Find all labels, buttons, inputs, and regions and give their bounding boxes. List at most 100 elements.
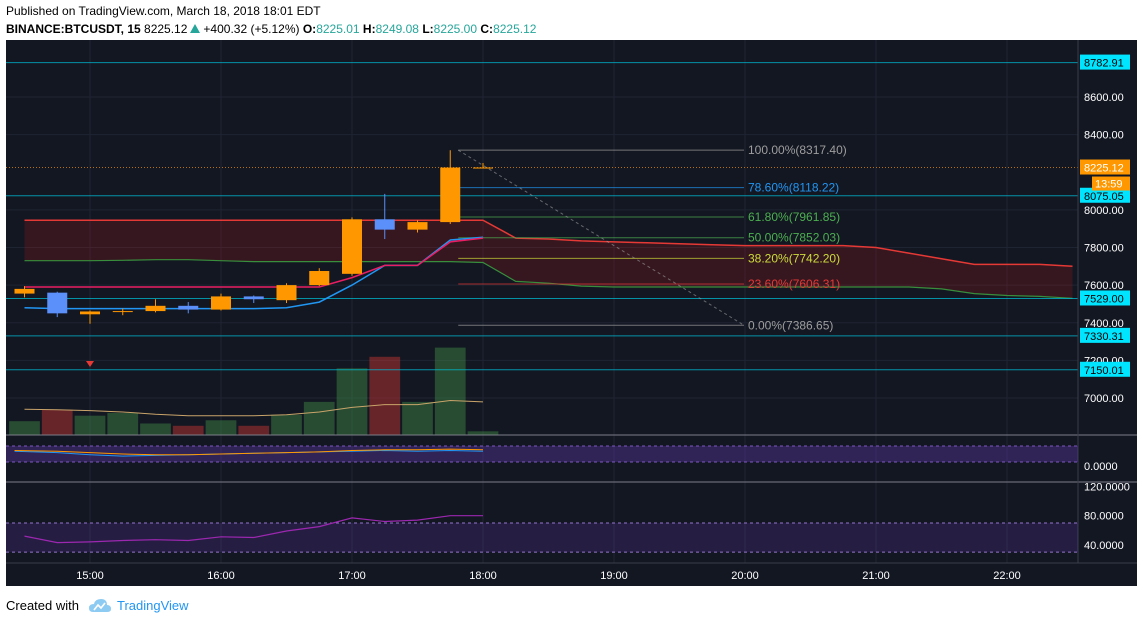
level-tag-label: 7529.00 <box>1084 293 1124 305</box>
open-value: 8225.01 <box>316 22 360 36</box>
high-label: H: <box>362 22 376 36</box>
low-label: L: <box>422 22 434 36</box>
up-arrow-icon <box>190 24 201 33</box>
candle-body <box>473 167 493 169</box>
fib-level-label: 50.00%(7852.03) <box>748 231 840 245</box>
oscillator-band <box>6 446 1078 462</box>
fib-level-label: 78.60%(8118.22) <box>748 181 839 195</box>
fib-trend-line <box>457 149 745 326</box>
volume-bar <box>402 401 433 435</box>
close-value: 8225.12 <box>493 22 537 36</box>
volume-bar <box>74 415 106 435</box>
level-tag <box>1080 54 1130 70</box>
time-tick-label: 22:00 <box>993 570 1021 582</box>
candle-body <box>178 305 199 310</box>
volume-bar <box>238 425 270 435</box>
created-with-label: Created with <box>6 598 79 613</box>
candle-body <box>80 311 100 315</box>
rsi-tick-label: 40.0000 <box>1084 540 1124 552</box>
countdown-label: 13:59 <box>1095 179 1123 191</box>
candle-body <box>342 219 362 274</box>
published-note: Published on TradingView.com, March 18, … <box>6 4 321 18</box>
volume-bar <box>172 425 204 435</box>
footer: Created with TradingView <box>6 598 189 613</box>
close-label: C: <box>480 22 494 36</box>
candle-body <box>211 296 231 310</box>
time-tick-label: 18:00 <box>469 570 497 582</box>
last-price: 8225.12 <box>144 22 188 36</box>
price-tag <box>1080 159 1130 175</box>
time-tick-label: 20:00 <box>731 570 759 582</box>
ichimoku-span-a <box>24 259 1073 299</box>
oscillator-tick-label: 0.0000 <box>1084 461 1118 473</box>
fib-level-label: 23.60%(7606.31) <box>748 277 840 291</box>
price-tick-label: 8600.00 <box>1084 92 1124 104</box>
time-tick-label: 21:00 <box>862 570 890 582</box>
volume-bar <box>271 414 302 435</box>
ichimoku-span-b <box>24 219 1073 268</box>
time-tick-label: 15:00 <box>76 570 104 582</box>
price-tick-label: 7000.00 <box>1084 393 1124 405</box>
price-tick-label: 7800.00 <box>1084 243 1124 255</box>
candle-body <box>14 288 35 294</box>
price-tick-label: 8000.00 <box>1084 205 1124 217</box>
candle-body <box>47 292 68 314</box>
price-tag-label: 8225.12 <box>1084 163 1124 175</box>
high-value: 8249.08 <box>375 22 419 36</box>
volume-ma-line <box>24 399 484 417</box>
candle-body <box>374 219 395 230</box>
candle-body <box>145 305 166 312</box>
volume-bar <box>467 431 499 435</box>
level-tag <box>1080 361 1130 377</box>
volume-bar <box>205 420 237 435</box>
low-value: 8225.00 <box>433 22 478 36</box>
volume-bar <box>303 401 335 435</box>
fib-level-label: 100.00%(8317.40) <box>748 143 847 157</box>
volume-bar <box>336 368 368 435</box>
price-chart[interactable]: 100.00%(8317.40) 78.60%(8118.22) 61.80%(79… <box>6 40 1137 586</box>
fib-level-label: 61.80%(7961.85) <box>748 210 840 224</box>
rsi-tick-label: 120.0000 <box>1084 482 1130 494</box>
fib-level-label: 0.00%(7386.65) <box>748 318 833 332</box>
oscillator-line <box>14 448 484 456</box>
candle-body <box>276 285 297 301</box>
candle-body <box>440 167 461 223</box>
level-tag-label: 7330.31 <box>1084 331 1124 343</box>
open-label: O: <box>302 22 317 36</box>
level-tag <box>1080 187 1130 203</box>
rsi-tick-label: 80.0000 <box>1084 511 1124 523</box>
ichimoku-cloud <box>24 220 1073 299</box>
price-tick-label: 8400.00 <box>1084 130 1124 142</box>
price-tick-label: 7600.00 <box>1084 280 1124 292</box>
candle-body <box>309 271 330 286</box>
fib-level-label: 38.20%(7742.20) <box>748 251 840 265</box>
volume-bar <box>9 421 40 435</box>
volume-bar <box>41 409 73 435</box>
candle-body <box>407 222 428 230</box>
tradingview-link[interactable]: TradingView <box>116 598 189 613</box>
time-tick-label: 16:00 <box>207 570 235 582</box>
price-change: +400.32 (+5.12%) <box>203 22 300 36</box>
ichimoku-base-line <box>24 237 484 288</box>
symbol-header: BINANCE:BTCUSDT, 15 8225.12 +400.32 (+5.1… <box>6 22 536 36</box>
volume-bar <box>434 347 466 435</box>
level-tag <box>1080 290 1130 306</box>
volume-bar <box>369 356 401 435</box>
symbol-name: BINANCE:BTCUSDT, 15 <box>6 22 141 36</box>
rsi-line <box>24 515 483 544</box>
level-tag-label: 7150.01 <box>1084 365 1124 377</box>
volume-bar <box>140 423 171 435</box>
fractal-down-marker <box>86 361 94 367</box>
tradingview-cloud-icon <box>88 598 111 612</box>
time-tick-label: 17:00 <box>338 570 366 582</box>
candle-body <box>112 311 133 313</box>
chart-area[interactable]: 100.00%(8317.40) 78.60%(8118.22) 61.80%(79… <box>6 40 1137 586</box>
candle-body <box>243 296 264 300</box>
time-tick-label: 19:00 <box>600 570 628 582</box>
volume-bar <box>107 412 139 435</box>
rsi-band <box>6 523 1078 553</box>
level-tag <box>1080 327 1130 343</box>
price-tick-label: 7400.00 <box>1084 318 1124 330</box>
level-tag-label: 8782.91 <box>1084 58 1124 70</box>
countdown-tag <box>1092 176 1130 191</box>
